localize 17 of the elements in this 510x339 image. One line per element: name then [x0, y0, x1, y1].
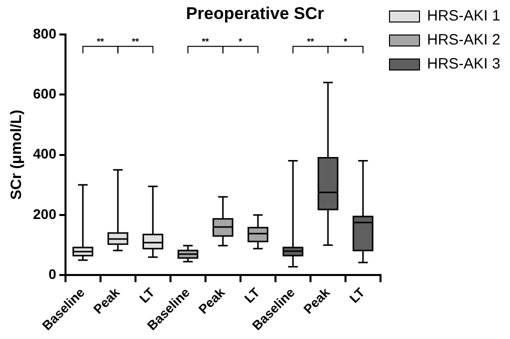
legend-label: HRS-AKI 3	[427, 56, 500, 73]
y-tick-label: 600	[33, 85, 57, 102]
y-tick-label: 400	[33, 146, 57, 162]
annotation: **	[202, 36, 210, 46]
chart-title: Preoperative SCr	[186, 4, 324, 23]
x-tick-label: LT	[346, 284, 368, 306]
annotation: **	[96, 36, 104, 46]
annotation: *	[344, 36, 348, 46]
y-tick-label: 200	[33, 206, 57, 222]
annotation: **	[306, 36, 314, 46]
legend-label: HRS-AKI 2	[427, 32, 500, 49]
legend-label: HRS-AKI 1	[427, 8, 500, 25]
y-tick-label: 800	[33, 25, 57, 42]
y-axis-title: SCr (μmol/L)	[8, 110, 26, 200]
y-tick-label: 0	[48, 266, 57, 282]
annotation: *	[238, 36, 243, 46]
annotation: **	[132, 36, 140, 46]
